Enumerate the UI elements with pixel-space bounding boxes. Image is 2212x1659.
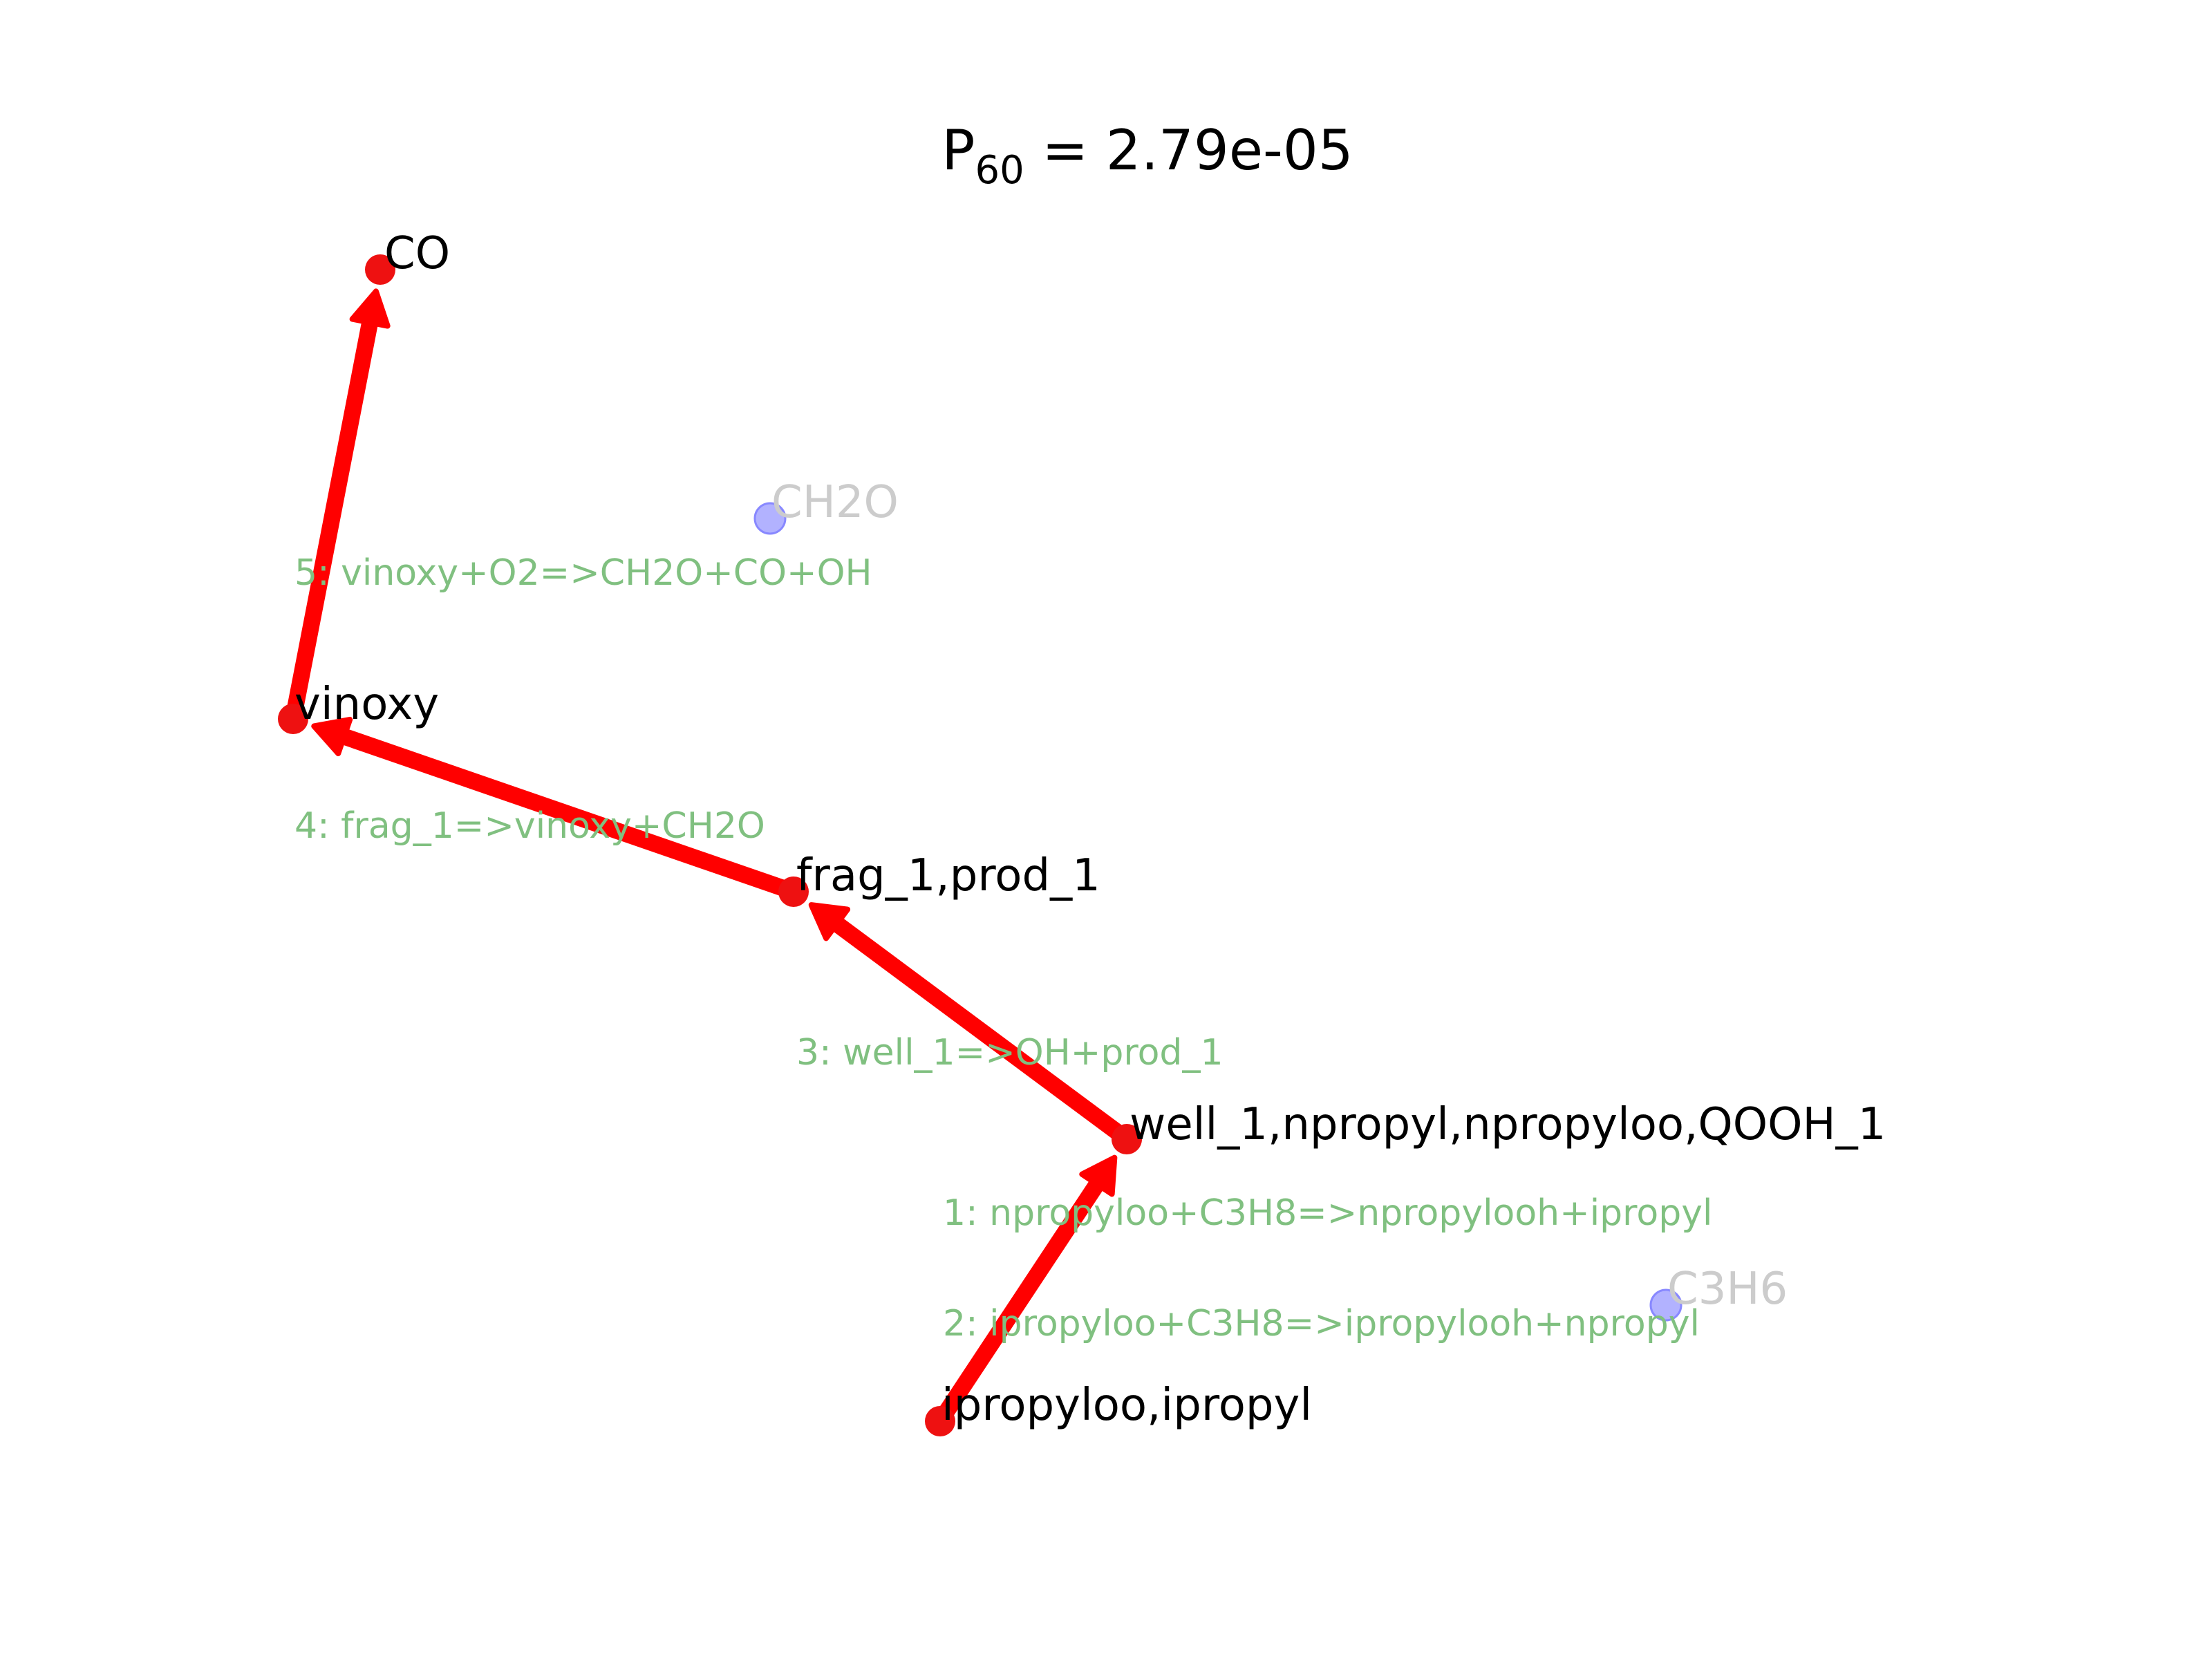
reaction-label-5: 5: vinoxy+O2=>CH2O+CO+OH <box>294 552 872 594</box>
edge-arrowhead <box>349 288 391 329</box>
title-suffix: = 2.79e-05 <box>1024 118 1353 182</box>
node-labels-layer: CO vinoxy frag_1,prod_1 well_1,npropyl,n… <box>294 228 1886 1431</box>
edge-line <box>285 308 379 721</box>
reaction-label-2: 2: ipropyloo+C3H8=>ipropylooh+npropyl <box>943 1303 1700 1344</box>
edge-line <box>935 1171 1109 1424</box>
diagram-title: P60 = 2.79e-05 <box>941 118 1353 193</box>
node-dot-well[interactable] <box>1112 1124 1142 1154</box>
node-label-well: well_1,npropyl,npropyloo,QOOH_1 <box>1130 1099 1886 1150</box>
edge-well-to-frag[interactable] <box>808 902 1130 1144</box>
title-prefix: P <box>941 118 975 182</box>
reaction-label-3: 3: well_1=>OH+prod_1 <box>796 1032 1224 1074</box>
reaction-label-1: 1: npropyloo+C3H8=>npropylooh+ipropyl <box>943 1192 1712 1234</box>
node-dot-ipropyl[interactable] <box>925 1406 955 1436</box>
node-label-ipropyl: ipropyloo,ipropyl <box>941 1380 1312 1431</box>
node-dot-co[interactable] <box>365 254 395 285</box>
node-label-frag: frag_1,prod_1 <box>796 850 1100 901</box>
node-dot-vinoxy[interactable] <box>278 704 308 734</box>
nodes-layer <box>278 254 1683 1436</box>
edge-vinoxy-to-co[interactable] <box>285 288 391 721</box>
node-label-c3h6: C3H6 <box>1667 1264 1788 1315</box>
edge-arrowhead <box>808 902 851 941</box>
node-dot-ch2o[interactable] <box>753 502 787 535</box>
node-dot-c3h6[interactable] <box>1649 1288 1683 1322</box>
node-label-ch2o: CH2O <box>771 477 899 528</box>
node-label-vinoxy: vinoxy <box>294 679 439 730</box>
reaction-label-4: 4: frag_1=>vinoxy+CH2O <box>294 805 765 847</box>
title-subscript: 60 <box>975 148 1024 193</box>
node-label-co: CO <box>384 228 450 279</box>
edge-ipropyl-to-well[interactable] <box>935 1154 1118 1424</box>
node-dot-frag[interactable] <box>778 877 809 907</box>
edge-line <box>824 912 1130 1144</box>
edges-layer <box>285 288 1130 1424</box>
edge-line <box>330 726 796 898</box>
edge-arrowhead <box>1079 1154 1118 1197</box>
edge-frag-to-vinoxy[interactable] <box>311 716 796 898</box>
edge-arrowhead <box>311 716 353 757</box>
reaction-labels-layer: 5: vinoxy+O2=>CH2O+CO+OH 4: frag_1=>vino… <box>294 552 1712 1344</box>
